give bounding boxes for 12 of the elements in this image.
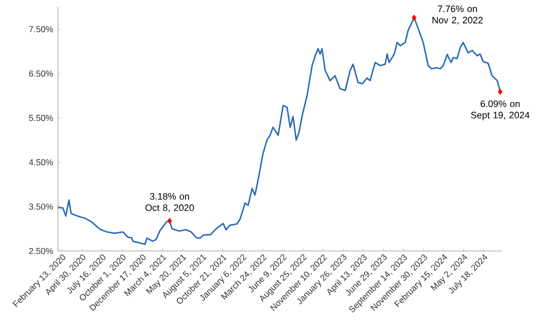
y-tick-label: 6.50% — [29, 70, 53, 77]
y-tick-label: 7.50% — [29, 26, 53, 32]
point — [167, 218, 172, 224]
annotation: 7.76% on Nov 2, 2022 — [432, 5, 483, 25]
annotation: 6.09% on Sept 19, 2024 — [471, 100, 530, 120]
point — [412, 14, 416, 21]
point — [498, 88, 502, 95]
annotation: 3.18% on Oct 8, 2020 — [145, 193, 194, 212]
y-tick-label: 2.50% — [29, 248, 53, 254]
y-tick-label: 3.50% — [29, 204, 53, 210]
y-tick-label: 4.50% — [28, 159, 53, 166]
y-tick-label: 5.50% — [29, 114, 53, 121]
